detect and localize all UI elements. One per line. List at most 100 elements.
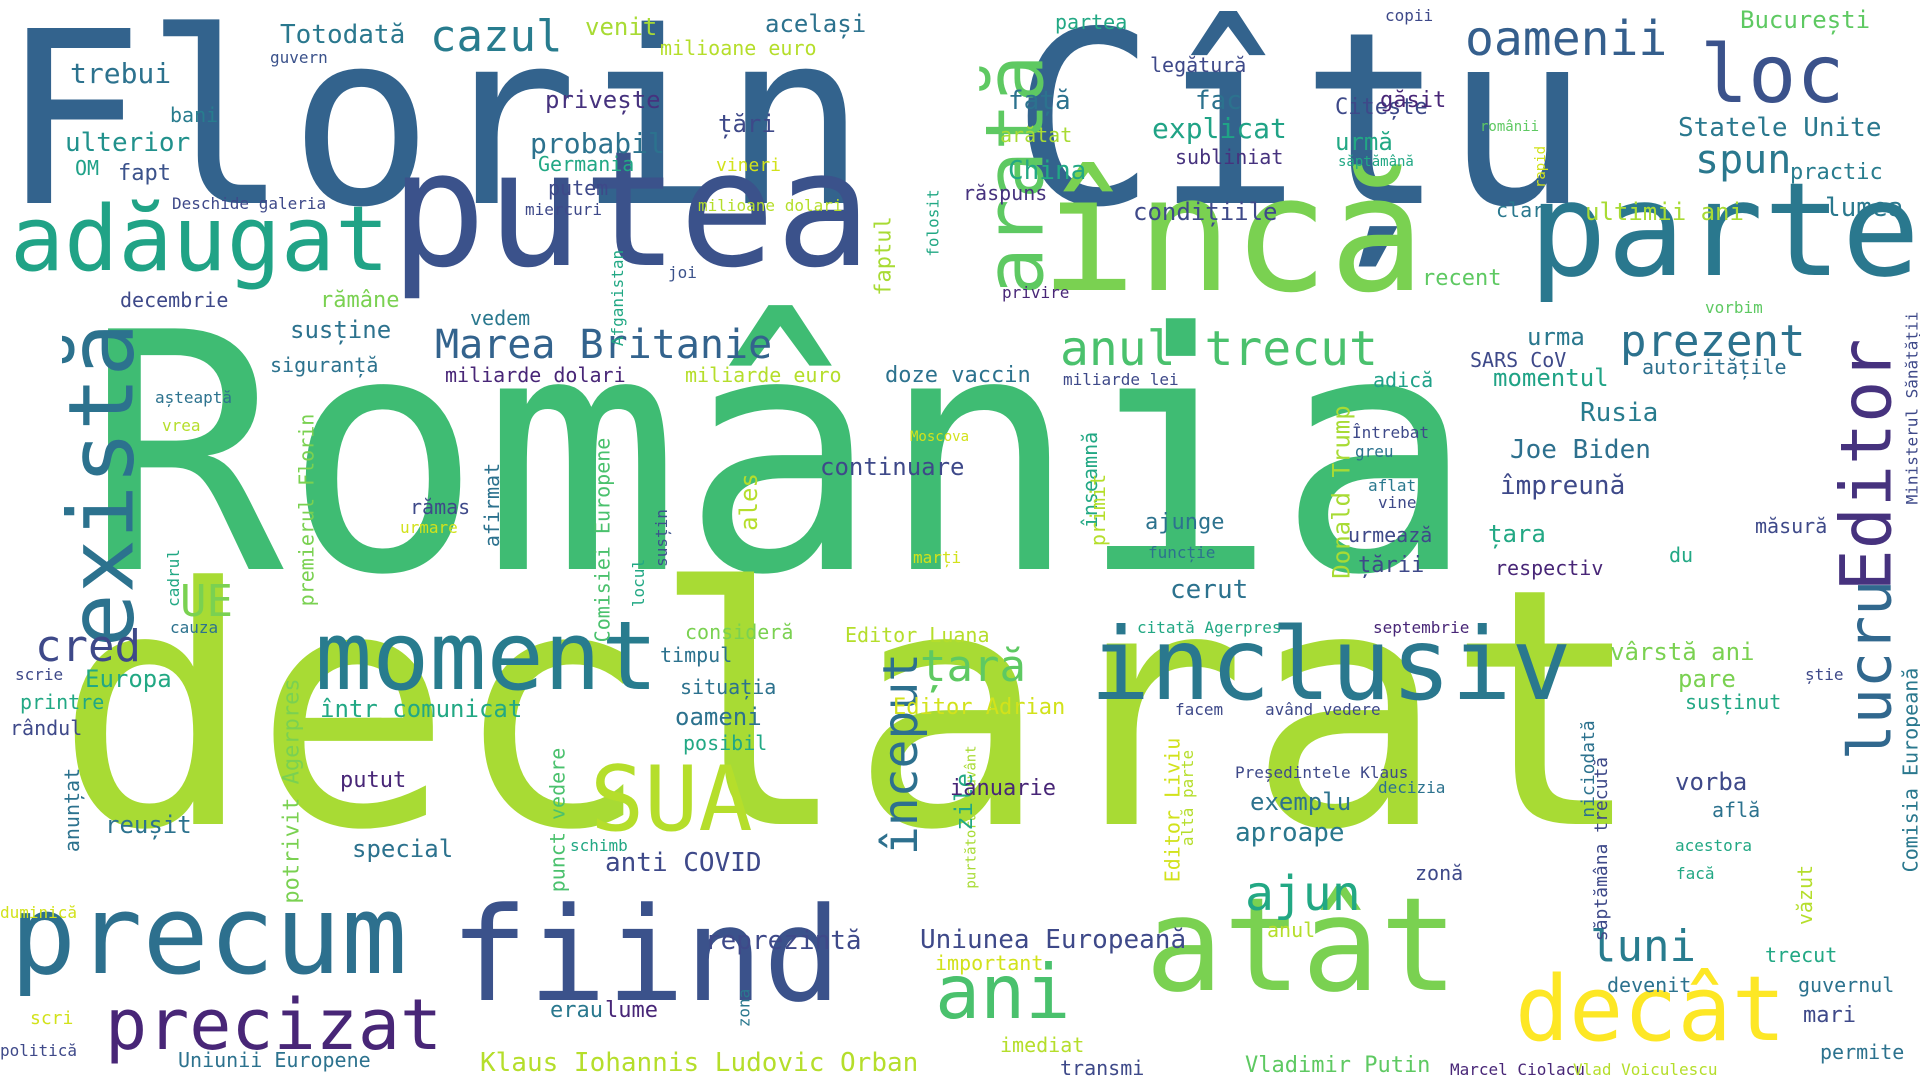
word: urmare	[400, 518, 458, 537]
word: Președintele Klaus	[1235, 763, 1409, 782]
word: facă	[1676, 864, 1715, 883]
word: Europa	[85, 665, 172, 693]
word: Vladimir Putin	[1245, 1053, 1431, 1078]
word: scrie	[15, 665, 64, 684]
word: ulterior	[65, 128, 191, 158]
word: Deschide galeria	[172, 194, 327, 213]
word: UE	[180, 576, 233, 627]
word: Editor Luana	[845, 623, 990, 647]
word: răspuns	[963, 181, 1048, 205]
word: împreună	[1500, 471, 1626, 501]
word: scri	[30, 1008, 74, 1029]
word: cadrul	[163, 549, 183, 607]
word: putut	[340, 768, 407, 793]
word: reprezintă	[705, 926, 862, 956]
word: țări	[718, 110, 776, 138]
word: fac	[1195, 86, 1242, 116]
word: transmi	[1060, 1056, 1145, 1080]
word: luni	[1590, 921, 1696, 972]
word: săptămână	[1338, 154, 1414, 170]
word: afirmat	[480, 462, 505, 548]
word: rapid	[1533, 145, 1550, 189]
word: premierul Florin	[294, 413, 319, 607]
word: Totodată	[280, 20, 406, 50]
word: cerut	[1170, 575, 1249, 605]
word: recent	[1422, 266, 1502, 291]
word: timpul	[660, 643, 733, 667]
word: miercuri	[525, 200, 603, 219]
word: susținut	[1685, 690, 1782, 714]
word: special	[352, 835, 454, 863]
word: Afganistan	[608, 249, 628, 347]
word: parte	[1528, 154, 1920, 306]
word: Citește	[1335, 95, 1428, 120]
word: vorba	[1675, 768, 1748, 796]
word: ianuarie	[950, 776, 1056, 801]
word: imediat	[1000, 1033, 1085, 1057]
word: explicat	[1152, 112, 1287, 145]
word: ajunge	[1145, 510, 1225, 535]
word: printre	[20, 690, 105, 714]
word: lucru	[1835, 579, 1906, 761]
word: continuare	[820, 453, 965, 481]
word: facem	[1175, 700, 1224, 719]
word: zona	[734, 988, 754, 1028]
word: rămâne	[320, 288, 400, 313]
word: potrivit Agerpres	[279, 678, 305, 904]
word: adăugat	[10, 187, 390, 292]
word: respectiv	[1495, 556, 1604, 580]
word: exemplu	[1250, 788, 1352, 816]
word: Florin Cîțu	[0, 0, 1590, 260]
word: țării	[1358, 553, 1425, 578]
word: Uniunii Europene	[178, 1048, 371, 1072]
word: oamenii	[1465, 11, 1668, 67]
word: autoritățile	[1642, 355, 1787, 379]
word: citată Agerpres	[1137, 618, 1282, 637]
word: privire	[1002, 283, 1070, 302]
word: rândul	[10, 716, 83, 740]
word: rămas	[410, 495, 471, 519]
word: urmează	[1348, 523, 1433, 547]
word: spun	[1695, 137, 1792, 183]
word: politică	[0, 1041, 78, 1060]
word: faptul	[871, 216, 897, 296]
word: anti COVID	[605, 848, 762, 878]
word: Moscova	[910, 429, 970, 445]
word: vineri	[716, 155, 782, 176]
word: locul	[629, 558, 649, 608]
word: cazul	[430, 11, 563, 62]
word: inclusiv	[1090, 606, 1572, 723]
word: văzut	[1793, 864, 1818, 926]
word: așteaptă	[155, 388, 233, 407]
word: precum	[10, 871, 408, 999]
word: cred	[35, 621, 141, 672]
word: Marea Britanie	[435, 322, 773, 368]
word: acestora	[1675, 836, 1753, 855]
word: Comisiei Europene	[590, 437, 615, 643]
word: funcție	[1148, 543, 1216, 562]
word: du	[1669, 543, 1694, 567]
word: anunțat	[60, 767, 85, 853]
word: urma	[1527, 323, 1585, 351]
word: declarat	[55, 518, 1645, 902]
word: Comisia Europeană	[1897, 667, 1920, 873]
word: copii	[1385, 6, 1434, 25]
word: loc	[1700, 28, 1845, 121]
word: adică	[1373, 368, 1434, 392]
word: vrea	[162, 416, 201, 435]
word: încă	[1040, 141, 1426, 328]
word: China	[1008, 156, 1087, 186]
word: România	[85, 263, 1476, 647]
word: consideră	[685, 620, 794, 644]
word: fiind	[450, 879, 842, 1031]
word: arătat	[1000, 123, 1073, 147]
word: trebui	[70, 57, 172, 90]
word: partea	[1055, 10, 1128, 34]
word: Ministerul Sănătății	[1902, 311, 1920, 505]
word: OM	[75, 156, 100, 180]
word: aflat	[1368, 476, 1417, 495]
word: Statele Unite	[1678, 113, 1882, 143]
word: Joe Biden	[1510, 435, 1651, 465]
word: guvern	[270, 48, 328, 67]
